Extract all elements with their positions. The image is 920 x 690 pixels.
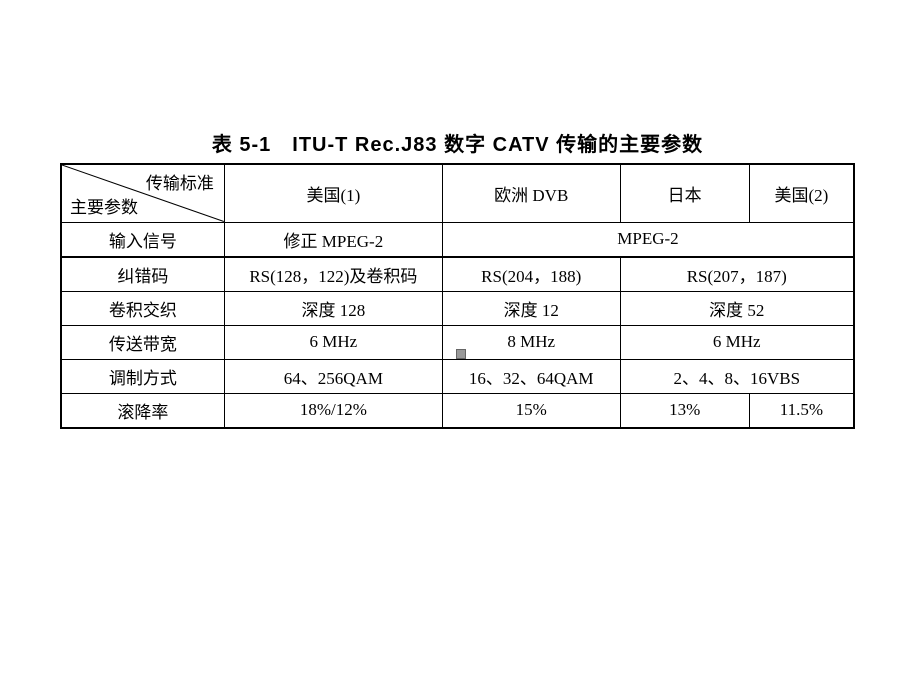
row-label: 纠错码 [61,257,224,292]
row-label: 滚降率 [61,393,224,428]
row-label: 传送带宽 [61,325,224,359]
header-diagonal-cell: 传输标准 主要参数 [61,164,224,222]
cell: 16、32、64QAM [442,359,620,393]
cell: RS(128，122)及卷积码 [224,257,442,292]
cell: 深度 52 [620,291,854,325]
table-row: 调制方式 64、256QAM 16、32、64QAM 2、4、8、16VBS [61,359,854,393]
header-col-us2: 美国(2) [749,164,854,222]
table-title: 表 5-1 ITU-T Rec.J83 数字 CATV 传输的主要参数 [60,128,855,157]
cell: 64、256QAM [224,359,442,393]
cell: 15% [442,393,620,428]
header-diag-top: 传输标准 [146,169,214,194]
cell: MPEG-2 [442,222,854,257]
cell: 11.5% [749,393,854,428]
cell: RS(204，188) [442,257,620,292]
slide-marker-icon [456,349,466,359]
cell: 18%/12% [224,393,442,428]
header-col-jp: 日本 [620,164,749,222]
cell: 修正 MPEG-2 [224,222,442,257]
table-row: 输入信号 修正 MPEG-2 MPEG-2 [61,222,854,257]
cell: 13% [620,393,749,428]
cell: 2、4、8、16VBS [620,359,854,393]
parameters-table: 传输标准 主要参数 美国(1) 欧洲 DVB 日本 美国(2) 输入信号 修正 … [60,163,855,429]
cell: RS(207，187) [620,257,854,292]
cell: 6 MHz [620,325,854,359]
cell: 6 MHz [224,325,442,359]
header-col-us1: 美国(1) [224,164,442,222]
row-label: 调制方式 [61,359,224,393]
row-label: 输入信号 [61,222,224,257]
header-col-eu: 欧洲 DVB [442,164,620,222]
table-row: 滚降率 18%/12% 15% 13% 11.5% [61,393,854,428]
cell: 深度 128 [224,291,442,325]
table-row: 纠错码 RS(128，122)及卷积码 RS(204，188) RS(207，1… [61,257,854,292]
header-diag-bottom: 主要参数 [70,193,138,218]
table-row: 卷积交织 深度 128 深度 12 深度 52 [61,291,854,325]
cell: 8 MHz [442,325,620,359]
row-label: 卷积交织 [61,291,224,325]
cell: 深度 12 [442,291,620,325]
